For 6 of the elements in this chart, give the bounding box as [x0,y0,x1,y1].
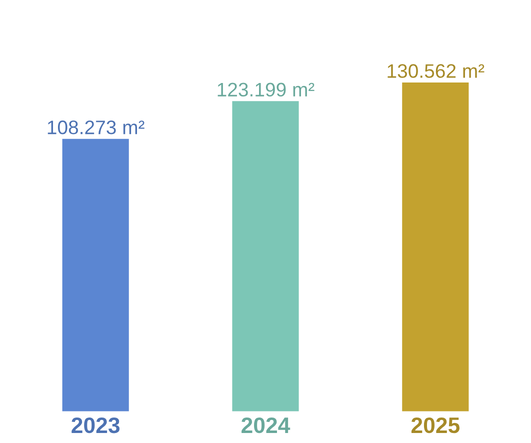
data-label: 123.199 m² [218,82,314,97]
data-label: 130.562 m² [388,64,484,78]
x-tick-label: 2025 [411,417,460,434]
x-tick-label: 2023 [72,417,120,434]
data-label: 108.273 m² [48,120,144,134]
x-tick-label: 2024 [242,417,290,434]
